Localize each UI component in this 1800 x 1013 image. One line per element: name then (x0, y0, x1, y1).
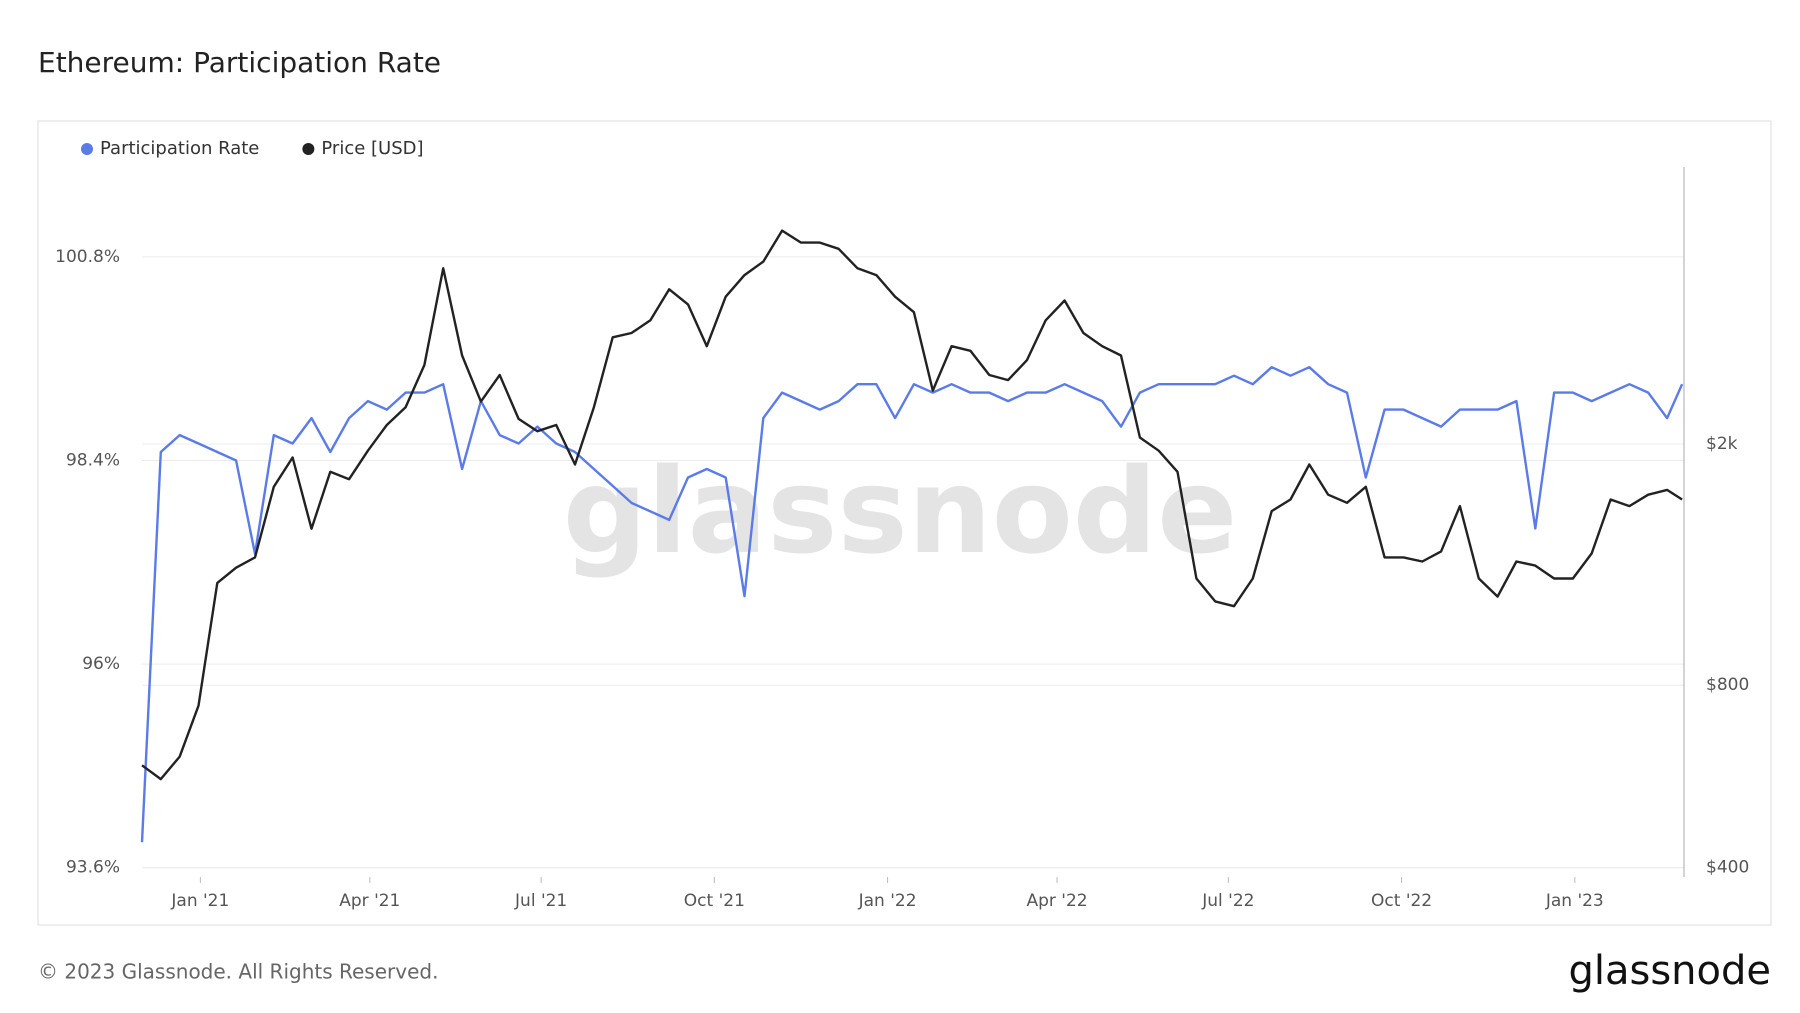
x-tick-label: Jan '21 (170, 891, 229, 911)
x-tick-label: Apr '22 (1026, 891, 1087, 911)
y2-tick-label: $400 (1706, 858, 1749, 878)
x-tick-label: Jan '22 (858, 891, 917, 911)
y-tick-label: 93.6% (66, 858, 120, 878)
y-tick-label: 98.4% (66, 451, 120, 471)
y2-tick-label: $800 (1706, 675, 1749, 695)
x-tick-label: Jul '22 (1201, 891, 1254, 911)
series-line (141, 229, 1683, 781)
x-tick-label: Oct '21 (684, 891, 745, 911)
legend-label: Participation Rate (100, 138, 259, 159)
chart-title: Ethereum: Participation Rate (38, 46, 441, 79)
x-tick-label: Apr '21 (339, 891, 400, 911)
y-tick-label: 96% (82, 654, 120, 674)
legend-label: Price [USD] (321, 138, 423, 159)
grid (142, 256, 1684, 869)
y-tick-label: 100.8% (55, 247, 120, 267)
y2-tick-label: $2k (1706, 434, 1738, 454)
watermark: glassnode (563, 442, 1238, 580)
x-tick-label: Oct '22 (1371, 891, 1432, 911)
legend-marker (302, 143, 315, 155)
legend-marker (81, 143, 93, 155)
footer: © 2023 Glassnode. All Rights Reserved. (38, 960, 438, 984)
series-line (140, 366, 1684, 843)
x-tick-label: Jan '23 (1545, 891, 1604, 911)
chart-frame (37, 120, 1772, 926)
x-tick-label: Jul '21 (514, 891, 567, 911)
logo: glassnode (1568, 948, 1771, 994)
